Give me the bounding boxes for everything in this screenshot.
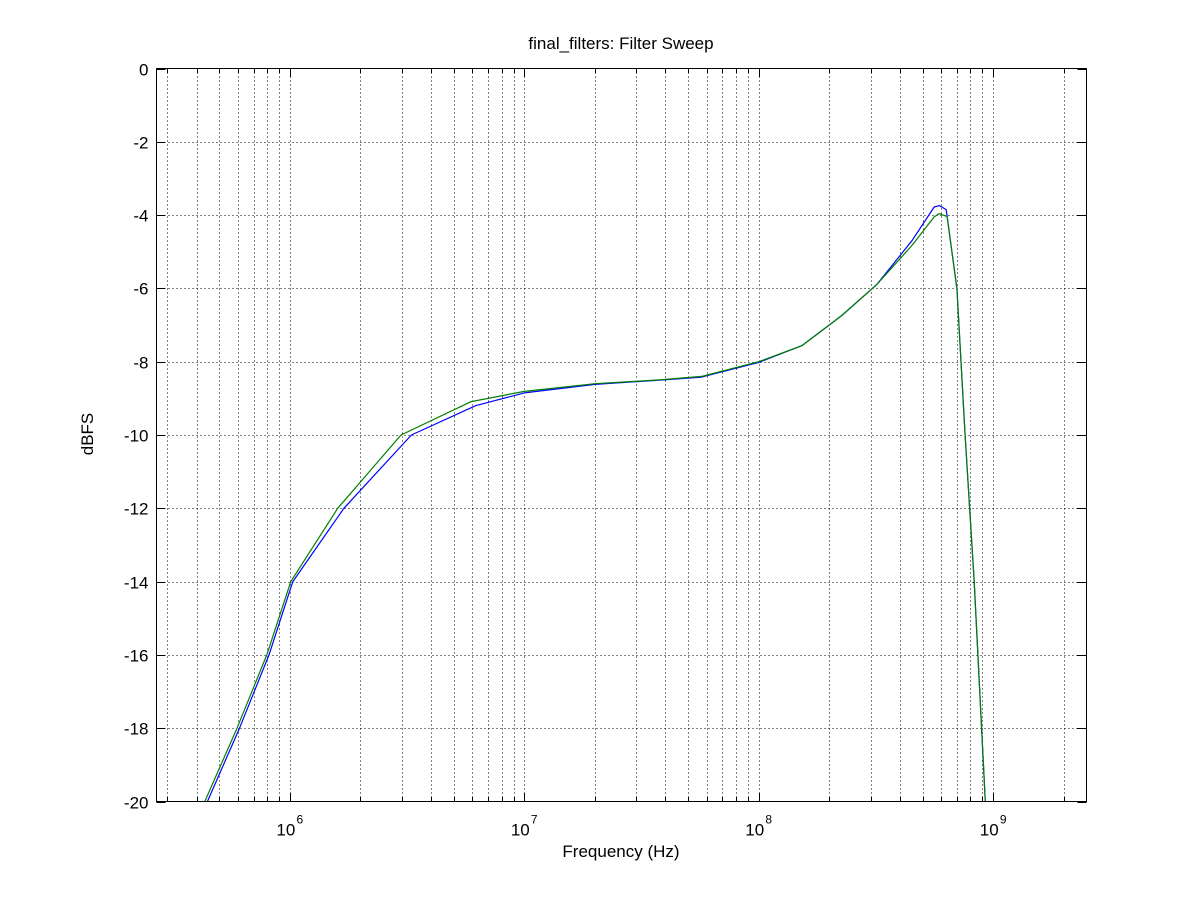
y-tick-label: -8 <box>133 354 148 373</box>
x-tick-label: 10 <box>511 821 530 840</box>
x-tick-label: 10 <box>745 821 764 840</box>
x-tick-exponent: 9 <box>1000 813 1007 827</box>
y-tick-label: -20 <box>124 794 149 813</box>
series-line <box>204 213 986 802</box>
series-line <box>206 205 986 802</box>
x-tick-exponent: 6 <box>296 813 303 827</box>
axis-ticks <box>156 68 1087 803</box>
chart-title: final_filters: Filter Sweep <box>528 34 714 53</box>
data-series <box>204 205 986 802</box>
y-tick-label: -10 <box>124 427 149 446</box>
y-tick-label: -16 <box>124 647 149 666</box>
y-tick-label: -18 <box>124 720 149 739</box>
y-tick-label: -4 <box>133 207 148 226</box>
y-tick-label: -2 <box>133 134 148 153</box>
y-tick-label: -6 <box>133 280 148 299</box>
grid-lines <box>156 68 1087 802</box>
x-tick-label: 10 <box>276 821 295 840</box>
x-axis-label: Frequency (Hz) <box>562 842 680 861</box>
x-tick-exponent: 8 <box>765 813 772 827</box>
y-tick-label: 0 <box>139 61 148 80</box>
x-tick-exponent: 7 <box>531 813 538 827</box>
x-tick-label: 10 <box>980 821 999 840</box>
y-tick-label: -12 <box>124 500 149 519</box>
y-tick-label: -14 <box>124 574 149 593</box>
